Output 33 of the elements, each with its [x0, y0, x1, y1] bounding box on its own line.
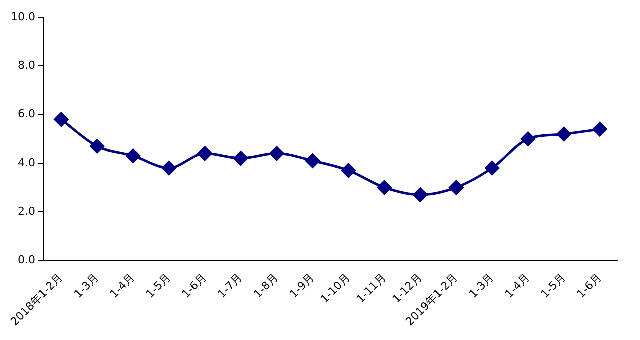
- y-tick-label: 6.0: [18, 108, 36, 121]
- x-tick-label: 1-5月: [144, 271, 174, 301]
- y-tick-label: 0.0: [18, 253, 36, 266]
- point: [413, 188, 428, 202]
- point: [485, 161, 500, 176]
- point: [449, 180, 464, 195]
- x-tick-label: 1-8月: [251, 271, 282, 301]
- y-tick-label: 10.0: [10, 10, 36, 24]
- x-tick-label: 1-3月: [466, 271, 496, 301]
- point: [198, 146, 212, 161]
- point: [234, 151, 248, 166]
- y-tick-label: 4.0: [18, 156, 36, 170]
- y-tick-label: 8.0: [18, 59, 36, 72]
- point: [341, 163, 356, 178]
- point: [306, 154, 320, 168]
- x-tick-label: 1-6月: [574, 271, 604, 301]
- x-tick-label: 1-4月: [502, 271, 532, 301]
- point: [126, 148, 141, 164]
- x-tick-label: 1-9月: [287, 271, 317, 301]
- point: [90, 139, 105, 154]
- y-tick-label: 2.0: [18, 204, 36, 218]
- x-tick-label: 1-6月: [180, 271, 210, 301]
- point: [592, 122, 608, 137]
- point: [270, 146, 284, 161]
- point: [520, 132, 536, 146]
- point: [54, 112, 69, 127]
- x-tick-label: 1-7月: [215, 271, 246, 301]
- x-tick-label: 1-4月: [108, 271, 138, 301]
- x-tick-label: 1-5月: [538, 271, 568, 301]
- x-tick-label: 1-3月: [72, 271, 102, 301]
- point: [556, 126, 572, 142]
- point: [162, 161, 176, 176]
- point: [377, 180, 392, 195]
